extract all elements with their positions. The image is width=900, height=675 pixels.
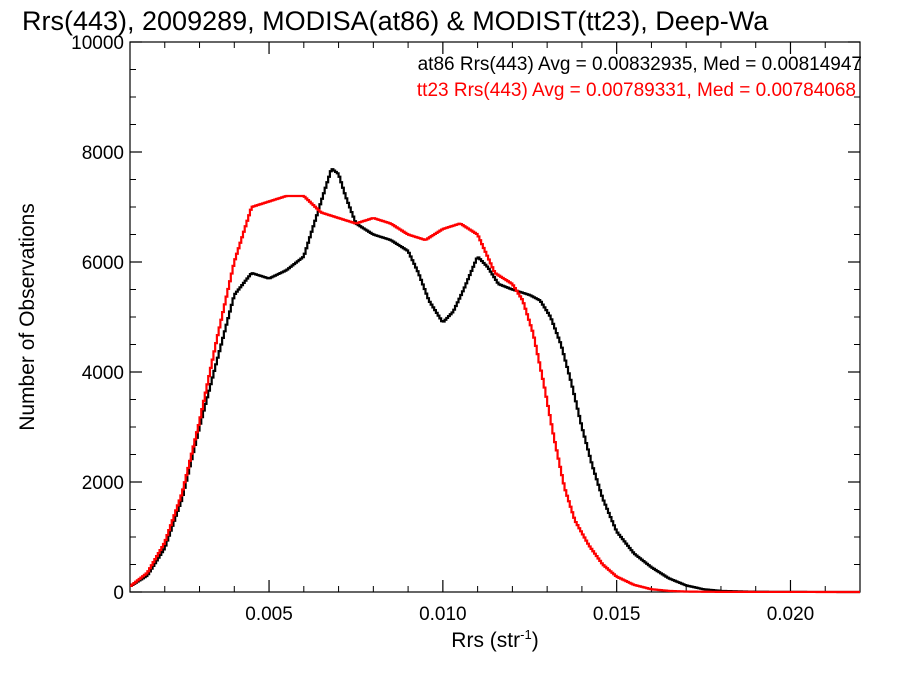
y-tick-label: 6000 <box>82 253 124 274</box>
x-axis-label: Rrs (str-1) <box>451 627 538 652</box>
x-tick-label: 0.020 <box>767 604 815 625</box>
y-tick-label: 8000 <box>82 143 124 164</box>
y-tick-label: 2000 <box>82 473 124 494</box>
series-layer <box>130 168 860 594</box>
y-axis-ticks: 0 2000 4000 6000 8000 10000 <box>71 33 860 604</box>
y-tick-label: 0 <box>113 583 124 604</box>
x-tick-label: 0.005 <box>245 604 293 625</box>
x-axis-ticks: 0.005 0.010 0.015 0.020 <box>129 42 826 625</box>
chart-title: Rrs(443), 2009289, MODISA(at86) & MODIST… <box>22 6 769 36</box>
series-line-at86 <box>130 168 860 594</box>
y-axis-label: Number of Observations <box>16 203 39 431</box>
x-tick-label: 0.010 <box>419 604 467 625</box>
x-tick-label: 0.015 <box>593 604 641 625</box>
series-line-tt23 <box>130 194 860 594</box>
legend-entry-tt23: tt23 Rrs(443) Avg = 0.00789331, Med = 0.… <box>417 80 856 101</box>
y-tick-label: 10000 <box>71 33 124 54</box>
plot-frame <box>129 41 861 593</box>
legend-entry-at86: at86 Rrs(443) Avg = 0.00832935, Med = 0.… <box>418 54 862 75</box>
y-tick-label: 4000 <box>82 363 124 384</box>
